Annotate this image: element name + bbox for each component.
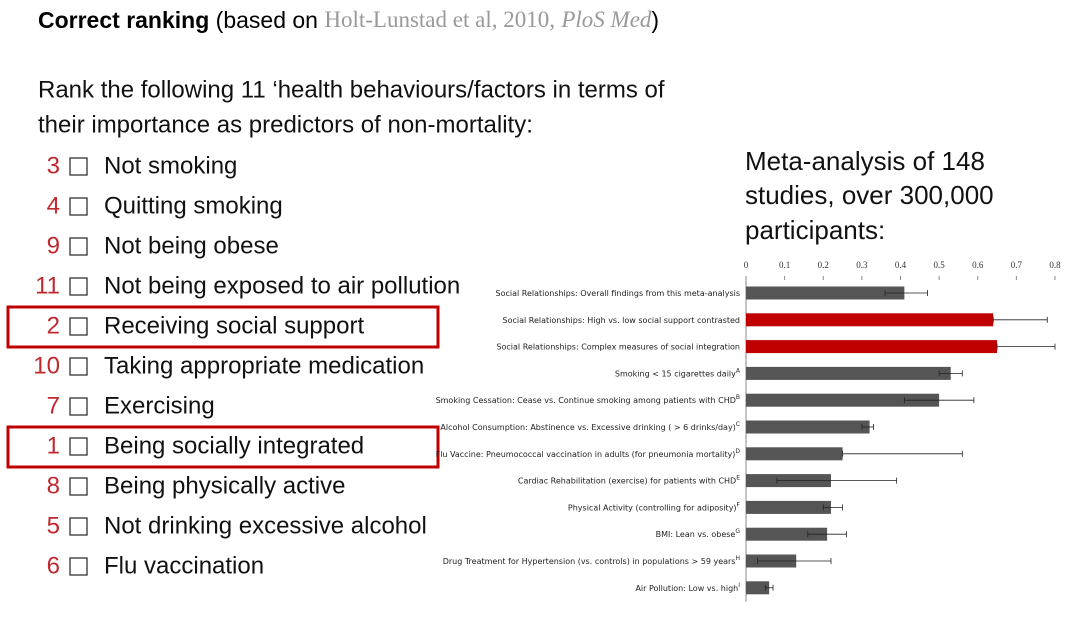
superscript: A [736,367,741,374]
rank: 7 [47,392,60,419]
bar [746,393,940,407]
bar [746,527,828,541]
rank: 11 [35,272,60,299]
category-label: Cardiac Rehabilitation (exercise) for pa… [518,474,740,485]
x-tick-label: 0.8 [1049,260,1061,270]
category-label: Social Relationships: Overall findings f… [495,289,740,298]
category-text: Cardiac Rehabilitation (exercise) for pa… [518,476,736,485]
category-label: BMI: Lean vs. obeseG [656,528,741,539]
checkbox [69,237,88,256]
bar [746,313,994,327]
superscript: G [735,528,740,535]
rank: 3 [47,152,60,179]
prompt-line: their importance as predictors of non-mo… [38,111,533,138]
title: Correct ranking (based on Holt-Lunstad e… [38,7,659,33]
source: Holt-Lunstad et al, 2010, [324,7,555,32]
bar [746,420,870,434]
superscript: E [736,474,740,481]
checkbox [69,557,88,576]
item-text: Quitting smoking [104,192,283,219]
rank: 1 [47,432,60,459]
x-tick-label: 0.1 [779,260,790,270]
category-label: Social Relationships: High vs. low socia… [502,315,740,324]
item-text: Taking appropriate medication [104,352,424,379]
checkbox [69,477,88,496]
x-tick-label: 0.7 [1011,260,1023,270]
superscript: D [735,447,740,454]
category-text: Flu Vaccine: Pneumococcal vaccination in… [436,449,736,458]
checkbox [69,317,88,336]
meta-line: Meta-analysis of 148 [745,146,985,176]
bar [746,286,905,300]
prompt-line: Rank the following 11 ‘health behaviours… [38,76,665,103]
item-text: Not smoking [104,152,237,179]
category-text: Drug Treatment for Hypertension (vs. con… [443,557,736,566]
checkbox [69,357,88,376]
item-text: Not drinking excessive alcohol [104,512,427,539]
title-close: ) [651,7,659,33]
rank: 2 [47,312,60,339]
item-text: Not being obese [104,232,279,259]
superscript: I [738,581,740,588]
checkbox [69,397,88,416]
title-bold: Correct ranking [38,7,209,33]
checkbox [69,277,88,296]
bar [746,500,831,514]
category-text: Social Relationships: Overall findings f… [495,289,740,298]
superscript: H [735,555,740,562]
x-tick-label: 0.5 [934,260,946,270]
rank: 5 [47,512,60,539]
category-text: Alcohol Consumption: Abstinence vs. Exce… [440,423,735,432]
category-text: Air Pollution: Low vs. high [635,583,738,592]
category-text: Smoking < 15 cigarettes daily [615,369,736,378]
item-text: Not being exposed to air pollution [104,272,460,299]
x-tick-label: 0.3 [856,260,868,270]
x-tick-label: 0.6 [972,260,984,270]
category-text: Physical Activity (controlling for adipo… [568,503,737,512]
category-label: Air Pollution: Low vs. highI [635,581,740,592]
meta-line: studies, over 300,000 [745,180,994,210]
item-text: Being socially integrated [104,432,364,459]
item-text: Exercising [104,392,215,419]
category-label: Physical Activity (controlling for adipo… [568,501,741,512]
category-label: Social Relationships: Complex measures o… [496,342,740,351]
rank: 8 [47,472,60,499]
journal: PloS Med [560,7,652,32]
category-label: Drug Treatment for Hypertension (vs. con… [443,555,740,566]
category-text: Smoking Cessation: Cease vs. Continue sm… [436,396,736,405]
checkbox [69,517,88,536]
superscript: C [736,421,740,428]
meta-line: participants: [745,215,885,245]
superscript: F [737,501,741,508]
category-text: BMI: Lean vs. obese [656,530,736,539]
item-text: Flu vaccination [104,552,264,579]
bar [746,366,951,380]
rank: 9 [47,232,60,259]
rank: 10 [33,352,60,379]
highlight-box [6,425,440,469]
rank: 4 [47,192,60,219]
bar [746,447,843,461]
category-text: Social Relationships: High vs. low socia… [502,315,740,324]
category-label: Smoking < 15 cigarettes dailyA [615,367,741,378]
title-open: (based on [216,7,318,33]
x-tick-label: 0 [744,260,749,270]
category-text: Social Relationships: Complex measures o… [496,342,740,351]
bar [746,340,998,354]
item-text: Receiving social support [104,312,364,339]
item-text: Being physically active [104,472,345,499]
x-tick-label: 0.2 [818,260,829,270]
category-label: Flu Vaccine: Pneumococcal vaccination in… [436,447,741,458]
bar [746,581,770,595]
checkbox [69,157,88,176]
x-tick-label: 0.4 [895,260,907,270]
category-label: Alcohol Consumption: Abstinence vs. Exce… [440,421,740,432]
category-label: Smoking Cessation: Cease vs. Continue sm… [436,394,740,405]
highlight-box [6,305,440,349]
checkbox [69,437,88,456]
checkbox [69,197,88,216]
rank: 6 [47,552,60,579]
superscript: B [736,394,740,401]
